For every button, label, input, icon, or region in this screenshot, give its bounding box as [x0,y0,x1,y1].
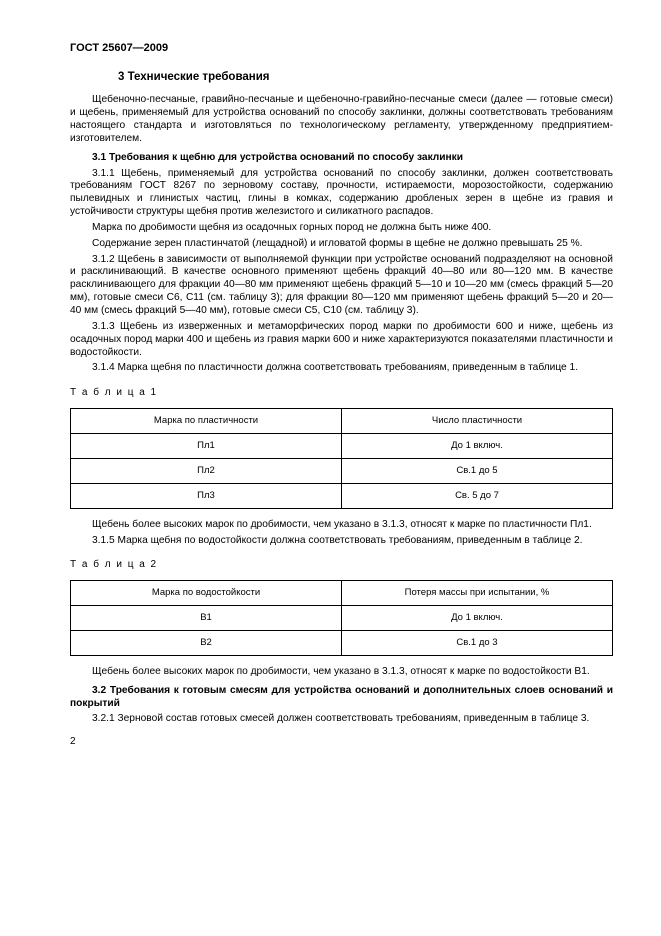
table-header-cell: Марка по водостойкости [71,580,342,605]
table-header-cell: Марка по пластичности [71,408,342,433]
table-row: Пл1 До 1 включ. [71,433,613,458]
table-row: В2 Св.1 до 3 [71,630,613,655]
table-header-cell: Потеря массы при испытании, % [342,580,613,605]
table-cell: В2 [71,630,342,655]
table-cell: До 1 включ. [342,605,613,630]
table-cell: Пл2 [71,458,342,483]
body-paragraph: Щебень более высоких марок по дробимости… [70,519,613,532]
table-row: Пл3 Св. 5 до 7 [71,483,613,508]
subsection-heading: 3.1 Требования к щебню для устройства ос… [70,152,613,165]
table-cell: Св. 5 до 7 [342,483,613,508]
body-paragraph: 3.1.2 Щебень в зависимости от выполняемо… [70,254,613,318]
table-cell: В1 [71,605,342,630]
table-cell: Св.1 до 5 [342,458,613,483]
table-caption: Т а б л и ц а 2 [70,559,613,572]
table-row: Пл2 Св.1 до 5 [71,458,613,483]
table-water-resistance: Марка по водостойкости Потеря массы при … [70,580,613,656]
table-plasticity: Марка по пластичности Число пластичности… [70,408,613,509]
body-paragraph: 3.1.5 Марка щебня по водостойкости должн… [70,535,613,548]
body-paragraph: 3.1.1 Щебень, применяемый для устройства… [70,168,613,219]
section-title: 3 Технические требования [70,70,613,84]
body-paragraph: Щебень более высоких марок по дробимости… [70,666,613,679]
table-header-cell: Число пластичности [342,408,613,433]
page-number: 2 [70,736,613,749]
body-paragraph: 3.1.4 Марка щебня по пластичности должна… [70,362,613,375]
body-paragraph: Содержание зерен пластинчатой (лещадной)… [70,238,613,251]
body-paragraph: Щебеночно-песчаные, гравийно-песчаные и … [70,94,613,145]
body-paragraph: Марка по дробимости щебня из осадочных г… [70,222,613,235]
table-caption: Т а б л и ц а 1 [70,387,613,400]
table-cell: Пл1 [71,433,342,458]
table-cell: Св.1 до 3 [342,630,613,655]
table-cell: Пл3 [71,483,342,508]
doc-header: ГОСТ 25607—2009 [70,42,613,56]
document-page: ГОСТ 25607—2009 3 Технические требования… [0,0,661,773]
body-paragraph: 3.2.1 Зерновой состав готовых смесей дол… [70,713,613,726]
table-row: В1 До 1 включ. [71,605,613,630]
table-cell: До 1 включ. [342,433,613,458]
body-paragraph: 3.1.3 Щебень из изверженных и метаморфич… [70,321,613,360]
subsection-heading: 3.2 Требования к готовым смесям для устр… [70,685,613,711]
